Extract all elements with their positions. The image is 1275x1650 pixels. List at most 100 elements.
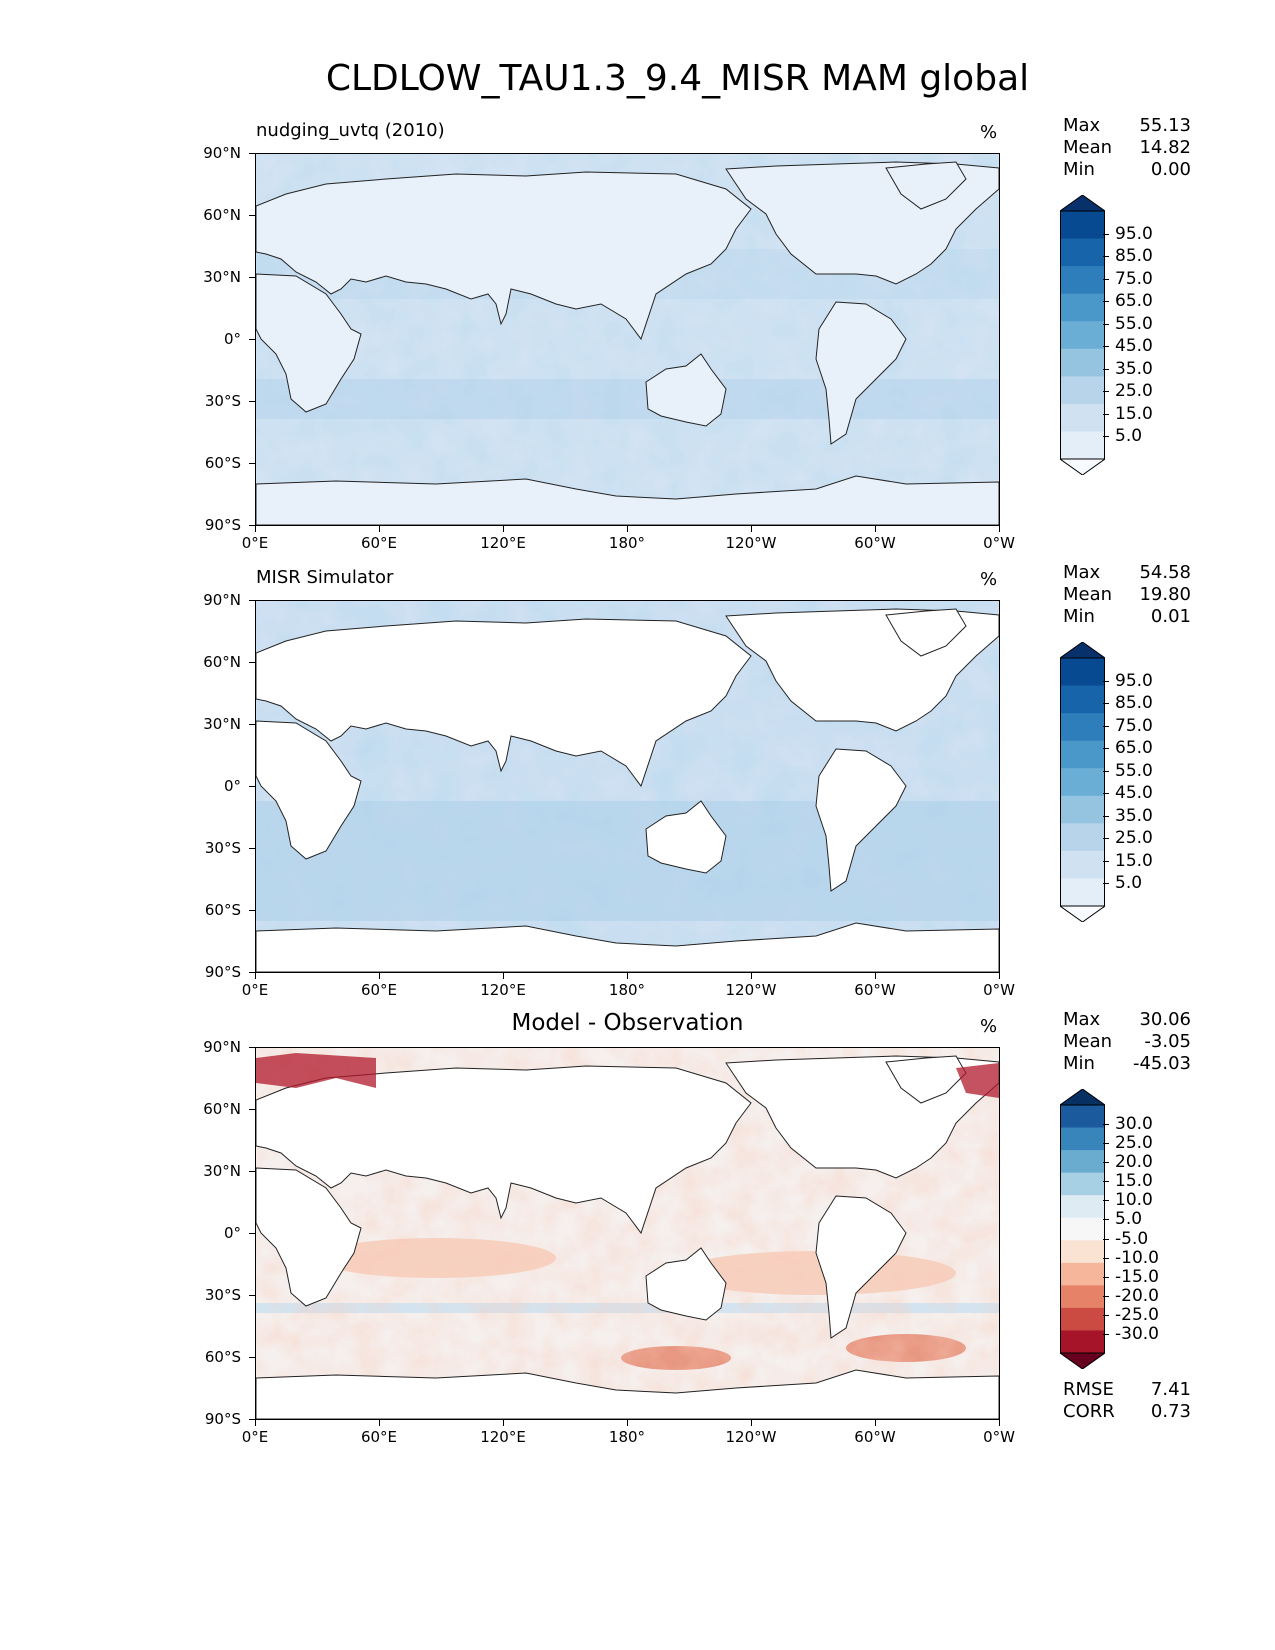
lat-tick-label: 30°S: [204, 839, 241, 857]
lat-tick-mark: [249, 1047, 255, 1048]
panel-difference: Model - Observation %: [0, 894, 1275, 1420]
stat-row: Min -45.03: [1063, 1053, 1191, 1075]
colorbar-tick-mark: [1103, 278, 1109, 280]
lat-tick-mark: [249, 339, 255, 340]
land-masses: [256, 1055, 999, 1419]
colorbar-segment: [1060, 795, 1105, 824]
colorbar-segment: [1060, 293, 1105, 322]
colorbar-tick-label: 25.0: [1115, 828, 1153, 849]
landmass-europe-asia: [256, 618, 752, 788]
lat-tick-label: 90°N: [203, 144, 241, 162]
map-difference: [255, 1047, 1000, 1420]
lon-tick-mark: [255, 526, 256, 532]
colorbar-tick-label: 10.0: [1115, 1190, 1153, 1211]
stat-row: Mean -3.05: [1063, 1031, 1191, 1053]
lat-tick-mark: [249, 277, 255, 278]
colorbar-segment: [1060, 1262, 1105, 1286]
colorbar-segment: [1060, 713, 1105, 742]
colorbar-tick-label: 65.0: [1115, 738, 1153, 759]
lat-tick-mark: [249, 1357, 255, 1358]
stat-row: RMSE 7.41: [1063, 1379, 1191, 1401]
lat-tick-mark: [249, 910, 255, 911]
colorbar-tick-mark: [1103, 883, 1109, 885]
stat-name: Max: [1063, 562, 1101, 583]
colorbar-extend-min: [1060, 905, 1105, 922]
lat-tick-mark: [249, 153, 255, 154]
panel-title: MISR Simulator: [256, 567, 394, 588]
colorbar-segment: [1060, 1195, 1105, 1219]
lat-tick-label: 30°S: [204, 1286, 241, 1304]
landmass-south-america: [815, 1195, 907, 1339]
lat-tick-label: 30°N: [203, 715, 241, 733]
lon-tick-mark: [751, 526, 752, 532]
colorbar-extend-min: [1060, 458, 1105, 475]
lon-tick-mark: [999, 526, 1000, 532]
colorbar-tick-label: 85.0: [1115, 693, 1153, 714]
colorbar-outline: [1060, 657, 1105, 907]
lon-tick-label: 120°E: [480, 981, 526, 999]
colorbar-tick-label: 15.0: [1115, 403, 1153, 424]
landmass-europe-asia: [256, 171, 752, 341]
lon-tick-label: 120°W: [725, 1428, 777, 1446]
colorbar-tick-mark: [1103, 703, 1109, 705]
landmass-australia: [645, 800, 727, 874]
map-field-test: [256, 154, 999, 525]
map-reference: [255, 600, 1000, 973]
colorbar-tick-mark: [1103, 368, 1109, 370]
lat-tick-label: 0°: [223, 1224, 241, 1242]
lat-tick-label: 90°N: [203, 1038, 241, 1056]
lon-tick-mark: [255, 1420, 256, 1426]
colorbar-tick-mark: [1103, 793, 1109, 795]
stat-name: Min: [1063, 159, 1095, 180]
colorbar-segment: [1060, 1307, 1105, 1331]
units-label: %: [980, 122, 998, 143]
colorbar-tick-label: 30.0: [1115, 1114, 1153, 1135]
landmass-antarctica: [256, 475, 999, 525]
colorbar-tick-mark: [1103, 680, 1109, 682]
colorbar-tick-label: 5.0: [1115, 873, 1143, 894]
lon-tick-mark: [999, 973, 1000, 979]
lon-tick-label: 0°W: [983, 981, 1015, 999]
colorbar-tick-mark: [1103, 725, 1109, 727]
lat-tick-mark: [249, 1109, 255, 1110]
lat-tick-mark: [249, 662, 255, 663]
colorbar-extend-min: [1060, 1352, 1105, 1369]
lat-tick-label: 30°N: [203, 268, 241, 286]
lon-tick-label: 120°E: [480, 534, 526, 552]
colorbar-segment: [1060, 1240, 1105, 1264]
colorbar-tick-mark: [1103, 391, 1109, 393]
stat-row: Min 0.01: [1063, 606, 1191, 628]
colorbar-tick-label: 5.0: [1115, 1209, 1143, 1230]
colorbar-segment: [1060, 685, 1105, 714]
diff-blob: [256, 1053, 376, 1088]
panel-title: nudging_uvtq (2010): [256, 120, 445, 141]
colorbar-tick-mark: [1103, 1124, 1109, 1126]
stat-name: Mean: [1063, 1031, 1113, 1052]
colorbar-segment: [1060, 1105, 1105, 1129]
stat-value: 0.73: [1150, 1401, 1191, 1422]
landmass-africa: [256, 1167, 362, 1307]
colorbar-extend-max: [1060, 195, 1105, 212]
colorbar-tick-label: 5.0: [1115, 426, 1143, 447]
metrics-block: RMSE 7.41 CORR 0.73: [1063, 1379, 1191, 1423]
lon-tick-mark: [627, 973, 628, 979]
colorbar-tick-label: 65.0: [1115, 291, 1153, 312]
colorbar-tick-label: -10.0: [1115, 1247, 1159, 1268]
colorbar-tick-label: 35.0: [1115, 358, 1153, 379]
colorbar-tick-mark: [1103, 413, 1109, 415]
units-label: %: [980, 1016, 998, 1037]
lat-tick-label: 60°N: [203, 653, 241, 671]
lat-tick-label: 30°S: [204, 392, 241, 410]
stat-row: Max 55.13: [1063, 115, 1191, 137]
lon-tick-label: 120°W: [725, 534, 777, 552]
stat-value: -3.05: [1144, 1031, 1191, 1052]
colorbar-segment: [1060, 403, 1105, 432]
lat-tick-mark: [249, 1419, 255, 1420]
colorbar-tick-label: 15.0: [1115, 850, 1153, 871]
stat-row: Min 0.00: [1063, 159, 1191, 181]
colorbar-tick-mark: [1103, 1333, 1109, 1335]
colorbar-tick-label: 35.0: [1115, 805, 1153, 826]
colorbar-tick-mark: [1103, 346, 1109, 348]
colorbar-tick-mark: [1103, 748, 1109, 750]
map-field-difference: [256, 1048, 999, 1419]
